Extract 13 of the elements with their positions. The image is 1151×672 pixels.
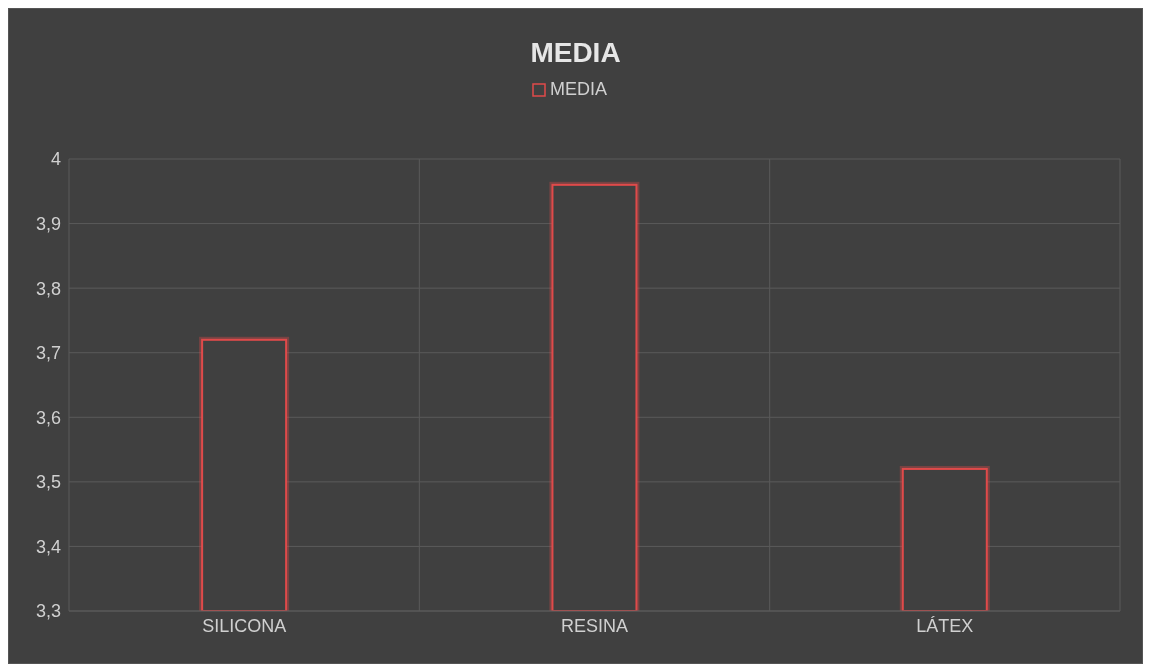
- x-tick-label: SILICONA: [202, 615, 287, 636]
- y-tick-label: 3,5: [35, 472, 61, 493]
- y-tick-label: 3,9: [35, 213, 61, 234]
- x-tick-label: RESINA: [560, 615, 629, 636]
- y-tick-label: 3,3: [35, 601, 61, 622]
- legend-label: MEDIA: [549, 79, 607, 100]
- y-tick-label: 3,4: [35, 536, 61, 557]
- y-tick-label: 3,8: [35, 278, 61, 299]
- y-tick-label: 4: [50, 149, 61, 170]
- chart-title: MEDIA: [529, 37, 622, 69]
- y-tick-label: 3,6: [35, 407, 61, 428]
- y-tick-label: 3,7: [35, 343, 61, 364]
- x-tick-label: LÁTEX: [916, 615, 974, 636]
